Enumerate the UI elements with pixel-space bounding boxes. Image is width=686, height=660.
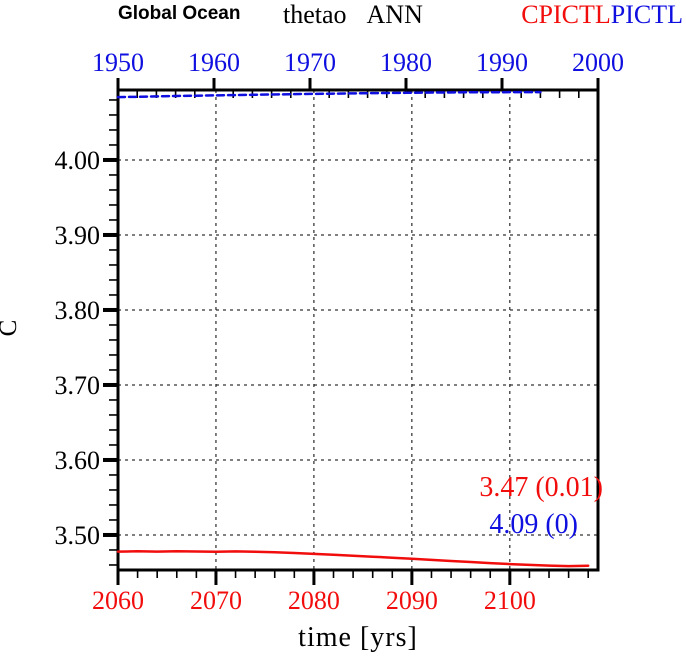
final-value-annotation-pictl: 4.09 (0) [489, 509, 578, 540]
bottom-axis-tick-label: 2080 [288, 586, 340, 615]
top-axis-tick-label: 1950 [92, 48, 144, 77]
final-value-annotation-cpictl: 3.47 (0.01) [479, 472, 603, 503]
top-axis-tick-label: 1970 [284, 48, 336, 77]
y-axis-tick-label: 3.50 [55, 521, 101, 550]
bottom-axis-tick-label: 2070 [190, 586, 242, 615]
y-axis-tick-label: 3.70 [55, 371, 101, 400]
top-axis-tick-label: 2000 [572, 48, 624, 77]
run-labels: CPICTLPICTL [521, 0, 683, 30]
series-line-cpictl [116, 550, 590, 568]
variable-title: thetao ANN [283, 0, 423, 30]
x-axis-title: time [yrs] [298, 622, 418, 653]
top-axis-tick-label: 1960 [188, 48, 240, 77]
y-axis-tick-label: 3.90 [55, 221, 101, 250]
bottom-axis-tick-label: 2100 [484, 586, 536, 615]
y-axis-tick-label: 4.00 [55, 146, 101, 175]
run-label-pictl: PICTL [610, 0, 683, 29]
top-axis-tick-label: 1980 [380, 48, 432, 77]
series-line-pictl [116, 90, 542, 99]
plot-frame [116, 88, 600, 572]
y-axis-title: C [0, 313, 23, 343]
variable-name: thetao [283, 0, 347, 29]
run-label-cpictl: CPICTL [521, 0, 611, 29]
dataset-title: Global Ocean [118, 3, 241, 24]
y-axis-tick-label: 3.80 [55, 296, 101, 325]
bottom-axis-tick-label: 2060 [92, 586, 144, 615]
bottom-axis-tick-label: 2090 [386, 586, 438, 615]
season-label: ANN [366, 0, 423, 29]
y-axis-tick-label: 3.60 [55, 446, 101, 475]
top-axis-tick-label: 1990 [476, 48, 528, 77]
